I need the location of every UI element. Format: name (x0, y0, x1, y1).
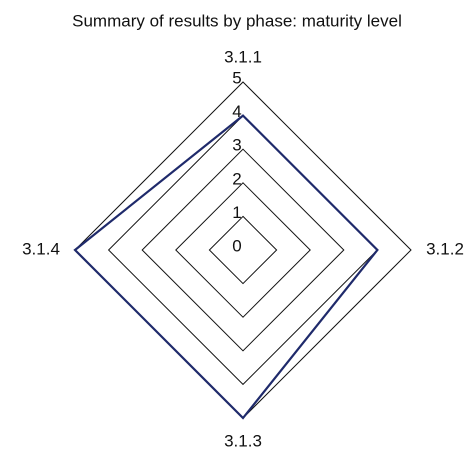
r-tick-label: 4 (232, 102, 241, 121)
grid-ring (175, 182, 311, 318)
category-label: 3.1.3 (224, 431, 262, 450)
r-tick-label: 1 (232, 203, 241, 222)
grid-ring (141, 148, 345, 352)
r-tick-label: 3 (232, 136, 241, 155)
series-line (73, 114, 379, 420)
grid-ring (107, 114, 379, 386)
r-tick-label: 5 (232, 68, 241, 87)
category-label: 3.1.2 (426, 239, 464, 258)
category-label: 3.1.1 (224, 47, 262, 66)
r-tick-label: 2 (232, 169, 241, 188)
category-label: 3.1.4 (22, 239, 60, 258)
chart-title: Summary of results by phase: maturity le… (72, 11, 402, 30)
grid-ring (208, 215, 278, 285)
r-tick-label: 0 (232, 236, 241, 255)
grid-ring (74, 81, 412, 419)
